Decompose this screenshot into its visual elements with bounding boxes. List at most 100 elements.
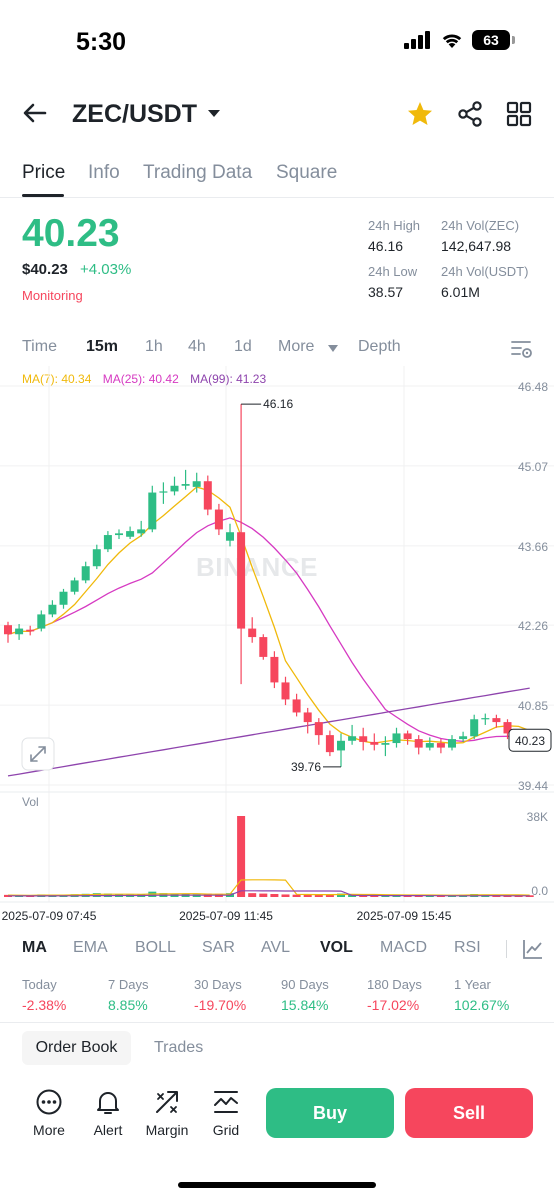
last-price: 40.23 xyxy=(22,212,120,255)
perf-180d-value: -17.02% xyxy=(367,997,420,1013)
last-price-badge xyxy=(508,728,552,752)
tf-time[interactable]: Time xyxy=(22,338,57,355)
monitoring-tag: Monitoring xyxy=(22,288,83,303)
more-label: More xyxy=(33,1122,65,1138)
vol-tick-label: 38K xyxy=(527,810,548,824)
tab-square[interactable]: Square xyxy=(276,162,338,183)
volume-bar xyxy=(292,894,301,897)
y-tick-label: 45.07 xyxy=(518,460,548,474)
tf-1d[interactable]: 1d xyxy=(234,338,252,355)
candle-body xyxy=(481,718,490,720)
ind-boll[interactable]: BOLL xyxy=(135,939,176,956)
ma25-line xyxy=(7,517,530,743)
volume-bar xyxy=(237,816,246,897)
main-tabs: Price Info Trading Data Square xyxy=(0,158,554,198)
volume-bar xyxy=(259,893,268,897)
vol-ma-line xyxy=(7,879,530,896)
buy-button[interactable]: Buy xyxy=(266,1088,394,1138)
candle-body xyxy=(381,743,390,745)
ind-macd[interactable]: MACD xyxy=(380,939,428,956)
ma99-legend: MA(99): 41.23 xyxy=(190,372,267,386)
tf-more[interactable]: More xyxy=(278,338,315,355)
candle-body xyxy=(270,656,279,683)
x-tick-label: 2025-07-09 11:45 xyxy=(179,909,273,923)
status-icons: 63 xyxy=(404,30,515,50)
sell-button[interactable]: Sell xyxy=(405,1088,533,1138)
candle-body xyxy=(414,739,423,748)
candle-body xyxy=(192,481,201,487)
vol-usdt-label: 24h Vol(USDT) xyxy=(441,264,529,279)
perf-30d-label: 30 Days xyxy=(194,977,242,992)
candle-body xyxy=(70,580,79,592)
y-tick-label: 43.66 xyxy=(518,540,548,554)
candle-body xyxy=(359,736,368,742)
volume-bar xyxy=(270,894,279,897)
y-tick-label: 46.48 xyxy=(518,380,548,394)
low-value: 38.57 xyxy=(368,284,404,300)
perf-1y-value: 102.67% xyxy=(454,997,510,1013)
candles xyxy=(4,404,534,767)
candle-body xyxy=(148,492,157,530)
ind-ma[interactable]: MA xyxy=(22,939,47,956)
signal-icon xyxy=(404,31,430,49)
vol-label: Vol xyxy=(22,795,39,809)
status-bar: 5:30 63 xyxy=(0,0,554,84)
tf-1h[interactable]: 1h xyxy=(145,338,163,355)
ind-vol[interactable]: VOL xyxy=(320,939,353,956)
candle-body xyxy=(370,741,379,745)
divider xyxy=(0,1022,554,1023)
grid-icon[interactable] xyxy=(505,100,533,128)
back-arrow-icon[interactable] xyxy=(20,98,50,128)
ind-rsi[interactable]: RSI xyxy=(454,939,481,956)
ma25-legend: MA(25): 40.42 xyxy=(102,372,179,386)
vol-zec-label: 24h Vol(ZEC) xyxy=(441,218,520,233)
star-icon[interactable] xyxy=(406,100,434,128)
vol-tick-label: 0.0 xyxy=(531,884,548,898)
tf-15m[interactable]: 15m xyxy=(86,338,119,355)
alert-action[interactable]: Alert xyxy=(78,1088,138,1138)
more-action[interactable]: More xyxy=(19,1088,79,1138)
candle-body xyxy=(59,591,68,605)
header: ZEC/USDT xyxy=(0,90,554,138)
candle-body xyxy=(392,733,401,744)
margin-label: Margin xyxy=(145,1122,189,1138)
candle-body xyxy=(292,699,301,713)
candle-body xyxy=(325,735,334,753)
y-tick-label: 40.85 xyxy=(518,699,548,713)
perf-7d-label: 7 Days xyxy=(108,977,149,992)
home-indicator xyxy=(178,1182,376,1188)
ind-ema[interactable]: EMA xyxy=(73,939,108,956)
more-caret-icon[interactable] xyxy=(327,344,339,354)
candle-body xyxy=(348,736,357,741)
chart-settings-icon[interactable] xyxy=(510,338,534,360)
margin-action[interactable]: Margin xyxy=(137,1088,197,1138)
tab-trades[interactable]: Trades xyxy=(154,1039,204,1056)
tab-underline xyxy=(22,194,64,197)
tab-order-book[interactable]: Order Book xyxy=(22,1031,131,1065)
ma7-legend: MA(7): 40.34 xyxy=(22,372,92,386)
tf-depth[interactable]: Depth xyxy=(358,338,401,355)
bell-icon xyxy=(97,1092,119,1114)
volume-bar xyxy=(281,894,290,897)
candle-body xyxy=(303,712,312,723)
candle-body xyxy=(203,481,212,510)
tab-info[interactable]: Info xyxy=(88,162,120,183)
last-price-label: 40.23 xyxy=(515,734,545,748)
share-icon[interactable] xyxy=(456,100,484,128)
grid-action[interactable]: Grid xyxy=(196,1088,256,1138)
expand-icon[interactable] xyxy=(21,737,55,771)
tab-trading-data[interactable]: Trading Data xyxy=(143,162,253,183)
chevron-down-icon[interactable] xyxy=(206,106,222,122)
candlestick-chart[interactable]: 46.48 45.07 43.66 42.26 40.85 39.44 38K 0.0 Vol 2… xyxy=(0,366,554,928)
ma7-line xyxy=(7,486,530,744)
battery-icon: 63 xyxy=(472,30,515,50)
pair-title[interactable]: ZEC/USDT xyxy=(72,100,197,128)
ind-avl[interactable]: AVL xyxy=(261,939,291,956)
tab-price[interactable]: Price xyxy=(22,162,66,183)
tf-4h[interactable]: 4h xyxy=(188,338,206,355)
ma-lines xyxy=(7,486,530,777)
high-value: 46.16 xyxy=(368,238,404,254)
indicator-settings-icon[interactable] xyxy=(522,938,544,960)
ind-sar[interactable]: SAR xyxy=(202,939,235,956)
x-tick-label: 2025-07-09 07:45 xyxy=(2,909,97,923)
